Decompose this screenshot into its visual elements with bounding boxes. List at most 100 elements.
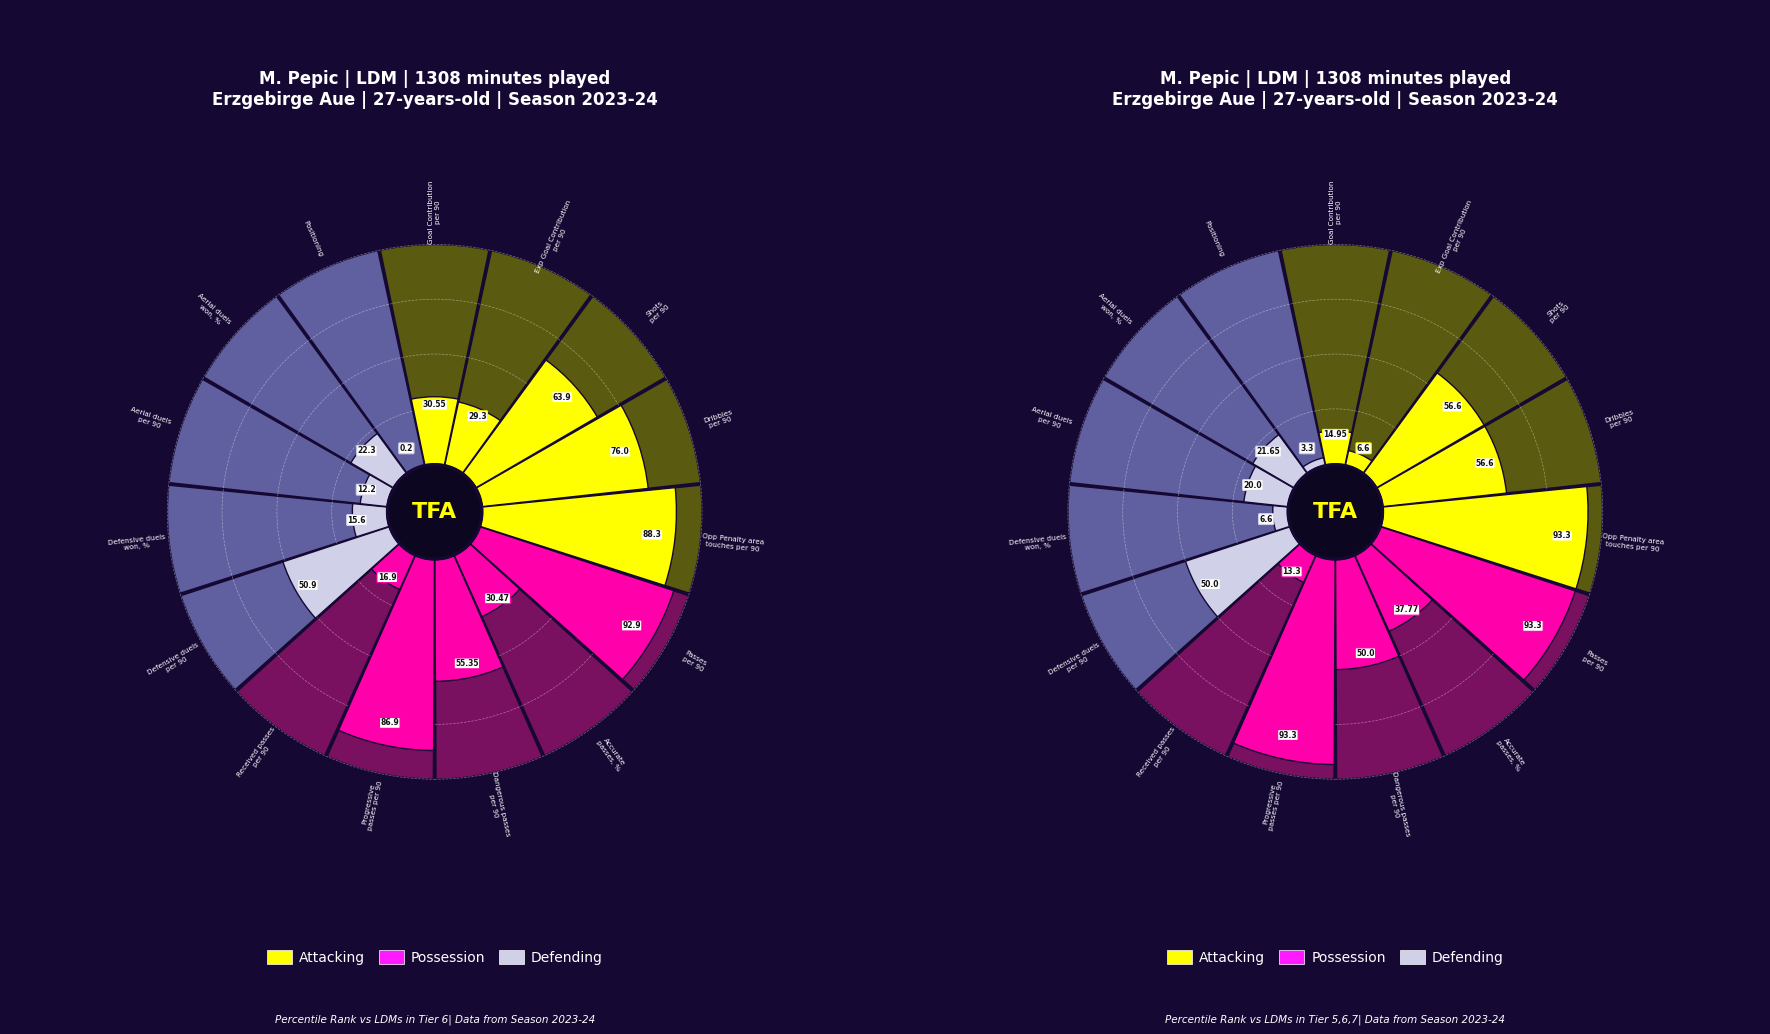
Text: Exp Goal Contribution
per 90: Exp Goal Contribution per 90	[535, 200, 579, 277]
Wedge shape	[372, 544, 414, 589]
Text: Aerial duels
per 90: Aerial duels per 90	[1028, 406, 1073, 432]
Text: 21.65: 21.65	[1257, 447, 1280, 456]
Text: Shots
per 90: Shots per 90	[644, 299, 671, 324]
Text: 50.9: 50.9	[299, 580, 317, 589]
Text: Defensive duels
won, %: Defensive duels won, %	[108, 534, 166, 552]
Wedge shape	[381, 244, 489, 464]
Text: 30.55: 30.55	[423, 400, 446, 409]
Wedge shape	[1228, 556, 1335, 780]
Wedge shape	[1104, 296, 1306, 488]
Text: 22.3: 22.3	[358, 447, 377, 455]
Wedge shape	[435, 556, 542, 780]
Text: 88.3: 88.3	[643, 530, 662, 539]
Text: 50.0: 50.0	[1356, 648, 1375, 658]
Text: Percentile Rank vs LDMs in Tier 6| Data from Season 2023-24: Percentile Rank vs LDMs in Tier 6| Data …	[274, 1014, 595, 1025]
Wedge shape	[361, 475, 393, 507]
Text: 93.3: 93.3	[1278, 730, 1297, 739]
Wedge shape	[327, 556, 434, 780]
Text: 0.2: 0.2	[400, 444, 412, 453]
Text: 76.0: 76.0	[611, 447, 630, 456]
Wedge shape	[411, 397, 458, 464]
Wedge shape	[1381, 485, 1604, 594]
Wedge shape	[471, 527, 689, 690]
Wedge shape	[444, 250, 591, 473]
Text: 55.35: 55.35	[455, 659, 478, 668]
Wedge shape	[237, 544, 414, 756]
Wedge shape	[166, 485, 389, 594]
Text: Goal Contribution
per 90: Goal Contribution per 90	[1329, 181, 1342, 244]
Wedge shape	[464, 360, 596, 488]
Text: Exp Goal Contribution
per 90: Exp Goal Contribution per 90	[1435, 200, 1480, 277]
Wedge shape	[444, 402, 501, 473]
Circle shape	[1287, 463, 1384, 560]
Text: TFA: TFA	[412, 501, 457, 522]
Wedge shape	[1303, 458, 1326, 473]
Wedge shape	[476, 379, 701, 507]
Wedge shape	[1336, 556, 1398, 670]
Wedge shape	[1377, 379, 1602, 507]
Text: Shots
per 90: Shots per 90	[1545, 299, 1572, 324]
Legend: Attacking, Possession, Defending: Attacking, Possession, Defending	[260, 944, 609, 970]
Text: Dribbles
per 90: Dribbles per 90	[1604, 408, 1637, 430]
Wedge shape	[338, 556, 434, 751]
Text: Progressive
passes per 90: Progressive passes per 90	[1262, 779, 1285, 831]
Wedge shape	[1345, 451, 1372, 473]
Text: Opp Penalty area
touches per 90: Opp Penalty area touches per 90	[1602, 534, 1666, 553]
Wedge shape	[1365, 296, 1566, 488]
Wedge shape	[1069, 379, 1294, 507]
Text: 12.2: 12.2	[358, 485, 375, 494]
Text: Aerial duels
won, %: Aerial duels won, %	[191, 293, 232, 331]
Text: 93.3: 93.3	[1524, 621, 1542, 631]
Text: Aerial duels
won, %: Aerial duels won, %	[1092, 293, 1133, 331]
Text: Defensive duels
per 90: Defensive duels per 90	[147, 641, 204, 681]
Text: Dangerous passes
per 90: Dangerous passes per 90	[483, 771, 510, 839]
Wedge shape	[181, 527, 398, 690]
Text: Defensive duels
won, %: Defensive duels won, %	[1007, 534, 1067, 552]
Text: 15.6: 15.6	[347, 516, 366, 524]
Text: 16.9: 16.9	[379, 573, 396, 582]
Wedge shape	[1372, 527, 1575, 680]
Text: Positioning: Positioning	[303, 219, 324, 257]
Text: Progressive
passes per 90: Progressive passes per 90	[361, 779, 384, 831]
Text: Defensive duels
per 90: Defensive duels per 90	[1048, 641, 1104, 681]
Wedge shape	[1281, 244, 1389, 464]
Wedge shape	[1336, 556, 1443, 780]
Text: Aerial duels
per 90: Aerial duels per 90	[127, 406, 172, 432]
Text: 20.0: 20.0	[1244, 481, 1262, 489]
Wedge shape	[455, 544, 632, 756]
Wedge shape	[1345, 250, 1492, 473]
Title: M. Pepic | LDM | 1308 minutes played
Erzgebirge Aue | 27-years-old | Season 2023: M. Pepic | LDM | 1308 minutes played Erz…	[212, 70, 658, 109]
Text: Passes
per 90: Passes per 90	[1581, 650, 1609, 673]
Wedge shape	[455, 544, 520, 616]
Wedge shape	[480, 485, 703, 594]
Wedge shape	[1179, 250, 1326, 473]
Text: Percentile Rank vs LDMs in Tier 5,6,7| Data from Season 2023-24: Percentile Rank vs LDMs in Tier 5,6,7| D…	[1165, 1014, 1504, 1025]
Wedge shape	[1319, 431, 1352, 464]
Wedge shape	[1372, 527, 1589, 690]
Wedge shape	[435, 556, 503, 681]
Text: 6.6: 6.6	[1260, 515, 1273, 523]
Circle shape	[386, 463, 483, 560]
Wedge shape	[1273, 506, 1290, 530]
Text: Positioning: Positioning	[1204, 219, 1225, 257]
Text: 13.3: 13.3	[1283, 567, 1301, 576]
Text: Passes
per 90: Passes per 90	[680, 650, 708, 673]
Wedge shape	[1067, 485, 1290, 594]
Text: Accurate
passes, %: Accurate passes, %	[1496, 736, 1528, 772]
Wedge shape	[1244, 466, 1294, 507]
Wedge shape	[1356, 544, 1432, 631]
Text: Goal Contribution
per 90: Goal Contribution per 90	[428, 181, 441, 244]
Wedge shape	[1365, 373, 1483, 488]
Text: 56.6: 56.6	[1443, 402, 1462, 412]
Text: Dribbles
per 90: Dribbles per 90	[703, 408, 736, 430]
Text: 29.3: 29.3	[467, 412, 487, 421]
Wedge shape	[464, 296, 666, 488]
Text: Received passes
per 90: Received passes per 90	[235, 726, 281, 783]
Text: Accurate
passes, %: Accurate passes, %	[595, 736, 627, 772]
Circle shape	[1290, 466, 1381, 557]
Text: Opp Penalty area
touches per 90: Opp Penalty area touches per 90	[701, 534, 765, 553]
Wedge shape	[1234, 556, 1335, 764]
Wedge shape	[1278, 544, 1315, 582]
Text: 3.3: 3.3	[1301, 444, 1313, 453]
Wedge shape	[471, 527, 674, 679]
